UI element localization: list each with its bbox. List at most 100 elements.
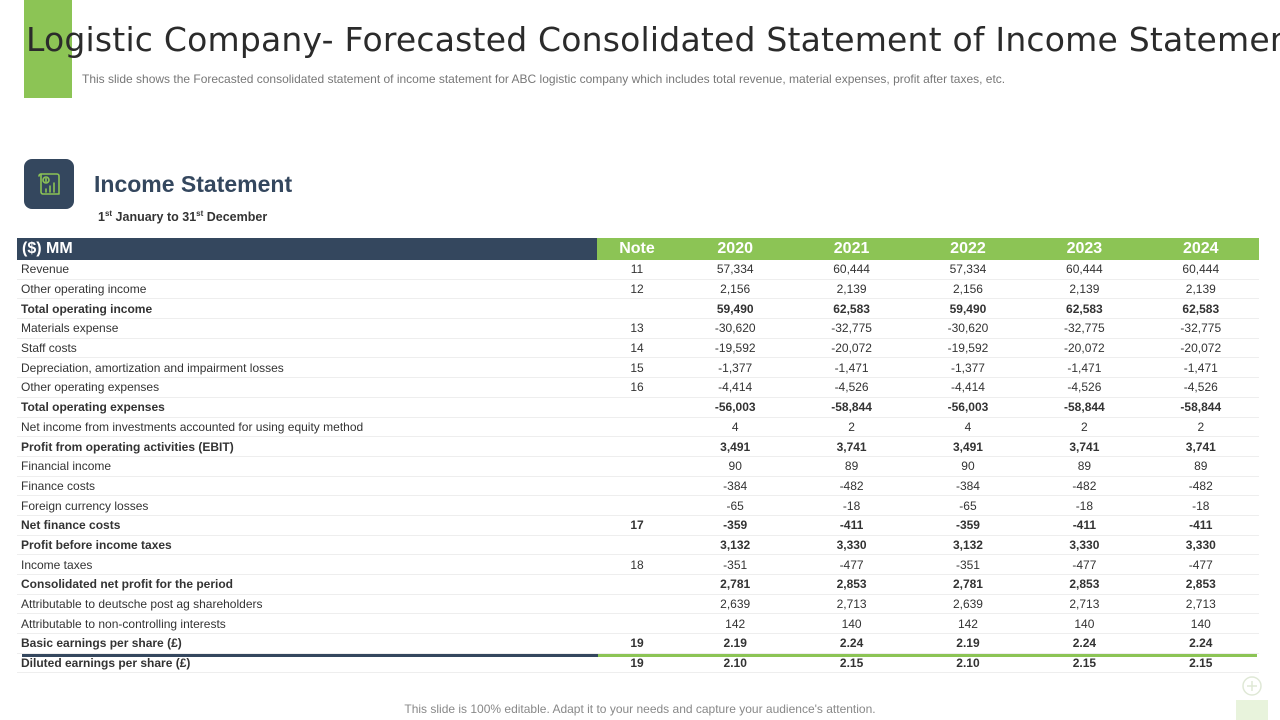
row-label: Diluted earnings per share (£) bbox=[17, 653, 597, 674]
row-label: Net finance costs bbox=[17, 515, 597, 536]
row-value: -58,844 bbox=[1142, 397, 1259, 418]
row-value: 3,132 bbox=[909, 535, 1027, 556]
row-value: 2,781 bbox=[677, 574, 794, 595]
row-value: 89 bbox=[1026, 456, 1143, 477]
row-label: Revenue bbox=[17, 260, 597, 280]
row-value: 2.10 bbox=[677, 653, 794, 674]
row-value: 2,139 bbox=[1142, 279, 1259, 300]
row-value: 62,583 bbox=[793, 298, 910, 320]
row-value: 3,491 bbox=[677, 436, 794, 457]
row-note bbox=[597, 298, 677, 320]
corner-logo-icon bbox=[1242, 676, 1262, 696]
row-note: 12 bbox=[597, 279, 677, 300]
table-row: Depreciation, amortization and impairmen… bbox=[17, 357, 1259, 379]
row-value: 2,139 bbox=[1026, 279, 1143, 300]
section-title: Income Statement bbox=[94, 171, 293, 197]
header-currency: ($) MM bbox=[17, 238, 597, 260]
row-note bbox=[597, 594, 677, 615]
row-value: 89 bbox=[793, 456, 910, 477]
row-value: 2,713 bbox=[1026, 594, 1143, 615]
row-value: 57,334 bbox=[677, 260, 794, 280]
row-value: 2,156 bbox=[677, 279, 794, 300]
row-value: 60,444 bbox=[1026, 260, 1143, 280]
row-note: 18 bbox=[597, 554, 677, 575]
row-value: 2.24 bbox=[1142, 633, 1259, 654]
row-value: 2.24 bbox=[793, 633, 910, 654]
row-note bbox=[597, 476, 677, 497]
row-value: -18 bbox=[793, 495, 910, 516]
row-note bbox=[597, 456, 677, 477]
row-value: -351 bbox=[677, 554, 794, 575]
row-value: 142 bbox=[677, 613, 794, 635]
header-year-2021: 2021 bbox=[793, 238, 910, 260]
row-value: -411 bbox=[1142, 515, 1259, 536]
row-value: 3,330 bbox=[793, 535, 910, 556]
row-value: 2,156 bbox=[909, 279, 1027, 300]
row-note bbox=[597, 417, 677, 438]
header-year-2023: 2023 bbox=[1026, 238, 1143, 260]
row-note: 13 bbox=[597, 318, 677, 339]
row-value: 142 bbox=[909, 613, 1027, 635]
row-value: -19,592 bbox=[909, 338, 1027, 359]
row-note: 19 bbox=[597, 653, 677, 674]
row-value: 2.15 bbox=[1142, 653, 1259, 674]
row-value: 2.19 bbox=[677, 633, 794, 654]
row-value: 2.10 bbox=[909, 653, 1027, 674]
row-value: 2,639 bbox=[677, 594, 794, 615]
row-value: 60,444 bbox=[793, 260, 910, 280]
table-bottom-rule-green bbox=[598, 654, 1257, 657]
row-value: -1,471 bbox=[1026, 357, 1143, 379]
row-label: Total operating income bbox=[17, 298, 597, 320]
table-row: Consolidated net profit for the period 2,… bbox=[17, 574, 1259, 595]
header-year-2022: 2022 bbox=[909, 238, 1027, 260]
row-label: Other operating expenses bbox=[17, 377, 597, 398]
table-row: Attributable to deutsche post ag shareho… bbox=[17, 594, 1259, 615]
row-value: 2,853 bbox=[1026, 574, 1143, 595]
row-value: -477 bbox=[793, 554, 910, 575]
footer-note: This slide is 100% editable. Adapt it to… bbox=[404, 702, 876, 716]
table-bottom-rule-navy bbox=[22, 654, 598, 657]
row-value: -482 bbox=[1142, 476, 1259, 497]
header-year-2024: 2024 bbox=[1142, 238, 1259, 260]
row-value: 2.24 bbox=[1026, 633, 1143, 654]
row-value: -384 bbox=[909, 476, 1027, 497]
row-value: -56,003 bbox=[677, 397, 794, 418]
row-value: -19,592 bbox=[677, 338, 794, 359]
page-title: Logistic Company- Forecasted Consolidate… bbox=[26, 20, 1280, 59]
title-accent-bar bbox=[24, 0, 72, 98]
row-note bbox=[597, 613, 677, 635]
row-value: -30,620 bbox=[677, 318, 794, 339]
table-row: Finance costs -384 -482 -384 -482 -482 bbox=[17, 476, 1259, 497]
row-value: -18 bbox=[1142, 495, 1259, 516]
row-value: 89 bbox=[1142, 456, 1259, 477]
table-row: Total operating income 59,490 62,583 59,490… bbox=[17, 298, 1259, 320]
row-value: 3,132 bbox=[677, 535, 794, 556]
row-value: 62,583 bbox=[1026, 298, 1143, 320]
table-row: Staff costs 14 -19,592 -20,072 -19,592 -20,07… bbox=[17, 338, 1259, 359]
table-row: Financial income 90 89 90 89 89 bbox=[17, 456, 1259, 477]
row-value: 2.15 bbox=[1026, 653, 1143, 674]
row-value: 59,490 bbox=[909, 298, 1027, 320]
row-value: -411 bbox=[793, 515, 910, 536]
row-note: 15 bbox=[597, 357, 677, 379]
row-value: 3,741 bbox=[1142, 436, 1259, 457]
row-value: -351 bbox=[909, 554, 1027, 575]
row-value: 3,330 bbox=[1142, 535, 1259, 556]
row-value: 2,853 bbox=[1142, 574, 1259, 595]
row-value: -477 bbox=[1142, 554, 1259, 575]
row-value: 140 bbox=[1142, 613, 1259, 635]
table-row: Income taxes 18 -351 -477 -351 -477 -477 bbox=[17, 554, 1259, 575]
income-statement-table: ($) MM Note 2020 2021 2022 2023 2024 Rev… bbox=[17, 238, 1259, 674]
row-value: -482 bbox=[1026, 476, 1143, 497]
row-value: -384 bbox=[677, 476, 794, 497]
row-value: 4 bbox=[677, 417, 794, 438]
table-row: Attributable to non-controlling interest… bbox=[17, 613, 1259, 635]
row-value: -4,526 bbox=[1026, 377, 1143, 398]
table-row: Basic earnings per share (£) 19 2.19 2.24 2.… bbox=[17, 633, 1259, 654]
row-value: 3,741 bbox=[793, 436, 910, 457]
table-row: Net income from investments accounted fo… bbox=[17, 417, 1259, 438]
row-label: Net income from investments accounted fo… bbox=[17, 417, 597, 438]
row-value: -359 bbox=[909, 515, 1027, 536]
table-row: Diluted earnings per share (£) 19 2.10 2.15… bbox=[17, 653, 1259, 674]
table-row: Profit from operating activities (EBIT) 3… bbox=[17, 436, 1259, 457]
